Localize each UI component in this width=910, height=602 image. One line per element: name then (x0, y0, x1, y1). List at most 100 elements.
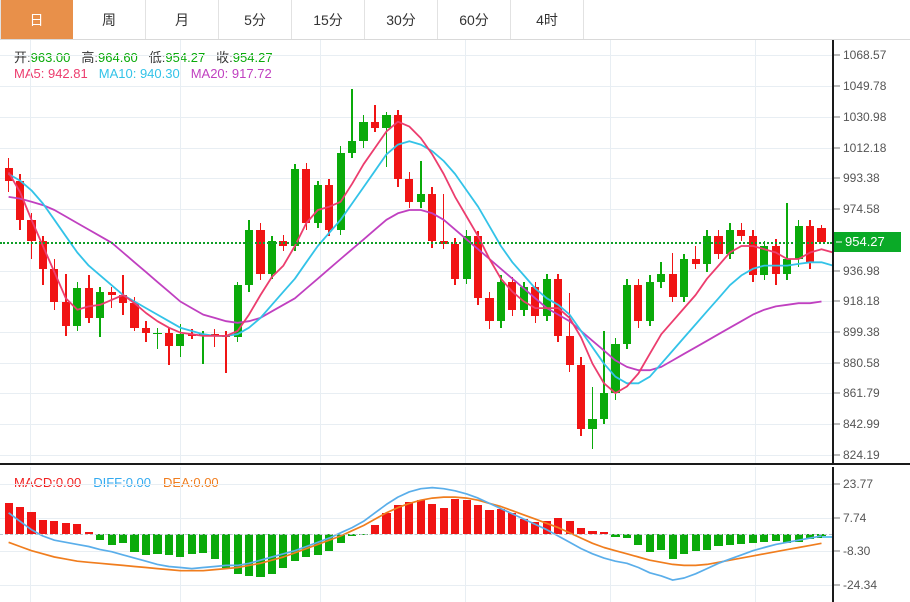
axis-tick-mark (834, 392, 840, 394)
macd-histogram-bar (508, 512, 517, 534)
macd-histogram-bar (714, 533, 723, 547)
candle-body (565, 335, 574, 366)
macd-histogram-bar (577, 527, 586, 534)
candle-body (382, 115, 391, 129)
axis-tick-mark (834, 517, 840, 519)
candle-body (15, 180, 25, 220)
candle-wick (442, 193, 445, 250)
candle-body (611, 344, 620, 394)
ma10-line (8, 140, 832, 385)
candle-wick (603, 330, 605, 425)
candle-wick (156, 327, 159, 349)
candle-body (416, 193, 425, 202)
macd-histogram-bar (187, 533, 196, 554)
macd-histogram-bar (370, 525, 380, 534)
macd-chart-panel[interactable]: MACD:0.00 DIFF:0.00 DEA:0.00 (0, 467, 832, 602)
macd-histogram-bar (38, 520, 48, 534)
price-axis-tick: 936.98 (834, 264, 880, 278)
tab-label: 月 (175, 11, 189, 28)
tab-6[interactable]: 60分 (438, 0, 511, 39)
tab-7[interactable]: 4时 (511, 0, 584, 39)
candle-wick (786, 203, 788, 281)
ma20-line (8, 196, 822, 372)
price-axis-tick-label: 918.18 (843, 294, 880, 309)
badge-tick-mark (836, 241, 842, 243)
macd-histogram-bar (657, 533, 666, 550)
candle-body (256, 229, 265, 274)
dea-value: 0.00 (193, 475, 219, 490)
current-price-value: 954.27 (845, 234, 885, 250)
macd-histogram-bar (27, 511, 36, 534)
macd-histogram-bar (96, 533, 105, 541)
tab-label: 60分 (459, 11, 489, 28)
macd-histogram-bar (668, 533, 677, 560)
macd-histogram-bar (267, 533, 277, 574)
axis-tick-mark (834, 208, 840, 210)
candle-body (531, 286, 540, 317)
price-gridline-vertical (180, 40, 181, 463)
macd-line-overlay (8, 486, 822, 581)
macd-histogram-bar (73, 524, 82, 534)
macd-histogram-bar (233, 533, 242, 574)
macd-histogram-bar (725, 533, 735, 546)
macd-histogram-bar (622, 533, 631, 539)
candle-body (107, 291, 116, 295)
candle-body (73, 288, 82, 327)
ma5-line (7, 120, 832, 394)
candle-body (737, 229, 746, 237)
macd-histogram-bar (771, 533, 780, 542)
macd-histogram-bar (393, 505, 402, 534)
price-axis-tick: 899.38 (834, 324, 880, 339)
price-axis-tick-label: 1030.98 (843, 109, 887, 124)
tab-2[interactable]: 月 (146, 0, 219, 39)
macd-histogram-bar (382, 512, 391, 534)
macd-histogram-bar (519, 519, 528, 534)
candle-body (119, 295, 128, 304)
macd-legend: MACD:0.00 DIFF:0.00 DEA:0.00 (14, 475, 231, 490)
macd-histogram-bar (290, 533, 299, 562)
macd-histogram-bar (256, 533, 265, 577)
candle-body (405, 178, 414, 202)
macd-histogram-bar (496, 508, 506, 534)
candle-body (84, 288, 93, 318)
candle-wick (420, 160, 422, 209)
macd-histogram-bar (15, 506, 25, 534)
candle-body (428, 193, 437, 242)
candle-wick (374, 105, 376, 132)
diff-value: 0.00 (125, 475, 152, 490)
axis-tick-mark (834, 54, 840, 56)
candle-wick (591, 386, 594, 449)
price-axis-tick-label: 1012.18 (843, 140, 887, 155)
macd-histogram-bar (702, 533, 712, 550)
tab-5[interactable]: 30分 (365, 0, 438, 39)
macd-histogram-bar (176, 533, 185, 557)
macd-histogram-bar (542, 521, 551, 534)
candle-body (370, 121, 380, 129)
price-axis-tick: 993.38 (834, 171, 880, 185)
tab-label: 周 (102, 11, 116, 28)
macd-histogram-bar (439, 507, 448, 534)
tab-1[interactable]: 周 (73, 0, 146, 39)
price-axis-tick: 861.79 (834, 386, 880, 400)
price-axis-tick-label: 899.38 (843, 324, 880, 339)
macd-axis-tick: 7.74 (834, 511, 866, 525)
axis-tick-mark (834, 85, 840, 87)
axis-tick-mark (834, 300, 840, 302)
macd-histogram-bar (107, 533, 116, 546)
diff-label: DIFF: (93, 475, 126, 490)
axis-tick-mark (834, 483, 840, 485)
macd-histogram-bar (554, 518, 563, 534)
price-axis-tick-label: 1068.57 (843, 48, 887, 63)
candle-body (164, 332, 173, 346)
tab-4[interactable]: 15分 (292, 0, 365, 39)
candle-body (233, 285, 242, 338)
tab-0[interactable]: 日 (0, 0, 73, 39)
price-axis-tick: 880.58 (834, 356, 880, 370)
diff-line (8, 486, 822, 581)
price-chart-panel[interactable]: 开:963.00高:964.60低:954.27收:954.27 MA5: 94… (0, 40, 832, 465)
macd-histogram-bar (806, 533, 815, 540)
macd-histogram-bar (222, 533, 231, 568)
tab-3[interactable]: 5分 (219, 0, 292, 39)
macd-histogram-bar (737, 533, 746, 545)
